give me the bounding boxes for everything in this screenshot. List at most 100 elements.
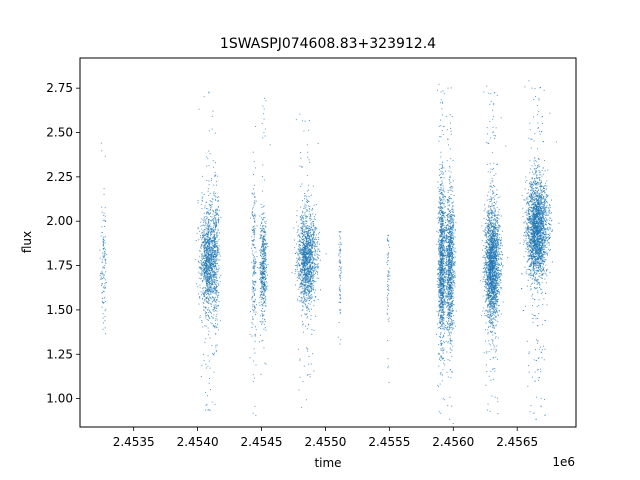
data-point bbox=[313, 270, 315, 272]
data-point bbox=[265, 243, 267, 245]
data-point bbox=[313, 282, 315, 284]
data-point bbox=[197, 202, 199, 204]
data-point bbox=[213, 261, 215, 263]
data-point bbox=[254, 202, 256, 204]
data-point bbox=[298, 274, 300, 276]
data-point bbox=[303, 248, 305, 250]
data-point bbox=[103, 297, 105, 299]
data-point bbox=[304, 216, 306, 218]
data-point bbox=[208, 268, 210, 270]
data-point bbox=[442, 306, 444, 308]
data-point bbox=[300, 257, 302, 259]
data-point bbox=[300, 249, 302, 251]
data-point bbox=[444, 272, 446, 274]
data-point bbox=[214, 274, 216, 276]
data-point bbox=[211, 216, 213, 218]
data-point bbox=[217, 221, 219, 223]
data-point bbox=[339, 291, 341, 293]
data-point bbox=[259, 321, 261, 323]
data-point bbox=[101, 261, 103, 263]
data-point bbox=[439, 304, 441, 306]
data-point bbox=[300, 268, 302, 270]
data-point bbox=[218, 196, 220, 198]
data-point bbox=[207, 253, 209, 255]
data-point bbox=[308, 260, 310, 262]
data-point bbox=[201, 265, 203, 267]
data-point bbox=[300, 218, 302, 220]
data-point bbox=[442, 165, 444, 167]
data-point bbox=[441, 314, 443, 316]
data-point bbox=[206, 213, 208, 215]
data-point bbox=[446, 236, 448, 238]
data-point bbox=[255, 304, 257, 306]
data-point bbox=[216, 260, 218, 262]
data-point bbox=[306, 267, 308, 269]
data-point bbox=[315, 270, 317, 272]
data-point bbox=[208, 263, 210, 265]
data-point bbox=[217, 282, 219, 284]
data-point bbox=[262, 241, 264, 243]
data-point bbox=[207, 283, 209, 285]
data-point bbox=[311, 269, 313, 271]
data-point bbox=[201, 280, 203, 282]
data-point bbox=[309, 244, 311, 246]
data-point bbox=[440, 125, 442, 127]
data-point bbox=[440, 254, 442, 256]
data-point bbox=[215, 196, 217, 198]
data-point bbox=[444, 282, 446, 284]
data-point bbox=[437, 222, 439, 224]
data-point bbox=[252, 267, 254, 269]
data-point bbox=[441, 291, 443, 293]
data-point bbox=[340, 267, 342, 269]
data-point bbox=[207, 233, 209, 235]
data-point bbox=[443, 248, 445, 250]
data-point bbox=[317, 264, 319, 266]
data-point bbox=[212, 292, 214, 294]
data-point bbox=[264, 273, 266, 275]
data-point bbox=[308, 247, 310, 249]
data-point bbox=[211, 239, 213, 241]
data-point bbox=[210, 293, 212, 295]
data-point bbox=[206, 268, 208, 270]
data-point bbox=[214, 288, 216, 290]
data-point bbox=[441, 283, 443, 285]
data-point bbox=[203, 279, 205, 281]
data-point bbox=[252, 288, 254, 290]
data-point bbox=[310, 286, 312, 288]
data-point bbox=[301, 214, 303, 216]
data-point bbox=[310, 241, 312, 243]
data-point bbox=[298, 288, 300, 290]
data-point bbox=[439, 234, 441, 236]
data-point bbox=[301, 230, 303, 232]
data-point bbox=[304, 246, 306, 248]
data-point bbox=[314, 280, 316, 282]
data-point bbox=[207, 211, 209, 213]
data-point bbox=[260, 249, 262, 251]
data-point bbox=[307, 244, 309, 246]
data-point bbox=[210, 247, 212, 249]
data-point bbox=[254, 405, 256, 407]
data-point bbox=[442, 291, 444, 293]
data-point bbox=[213, 263, 215, 265]
data-point bbox=[265, 298, 267, 300]
data-point bbox=[438, 191, 440, 193]
data-point bbox=[253, 221, 255, 223]
data-point bbox=[303, 207, 305, 209]
data-point bbox=[207, 262, 209, 264]
data-point bbox=[440, 247, 442, 249]
data-point bbox=[213, 274, 215, 276]
data-point bbox=[206, 275, 208, 277]
data-point bbox=[214, 195, 216, 197]
data-point bbox=[443, 399, 445, 401]
data-point bbox=[215, 233, 217, 235]
data-point bbox=[303, 223, 305, 225]
data-point bbox=[211, 283, 213, 285]
data-point bbox=[209, 276, 211, 278]
data-point bbox=[304, 269, 306, 271]
data-point bbox=[440, 263, 442, 265]
data-point bbox=[207, 223, 209, 225]
data-point bbox=[443, 229, 445, 231]
data-point bbox=[445, 170, 447, 172]
data-point bbox=[439, 290, 441, 292]
data-point bbox=[442, 285, 444, 287]
